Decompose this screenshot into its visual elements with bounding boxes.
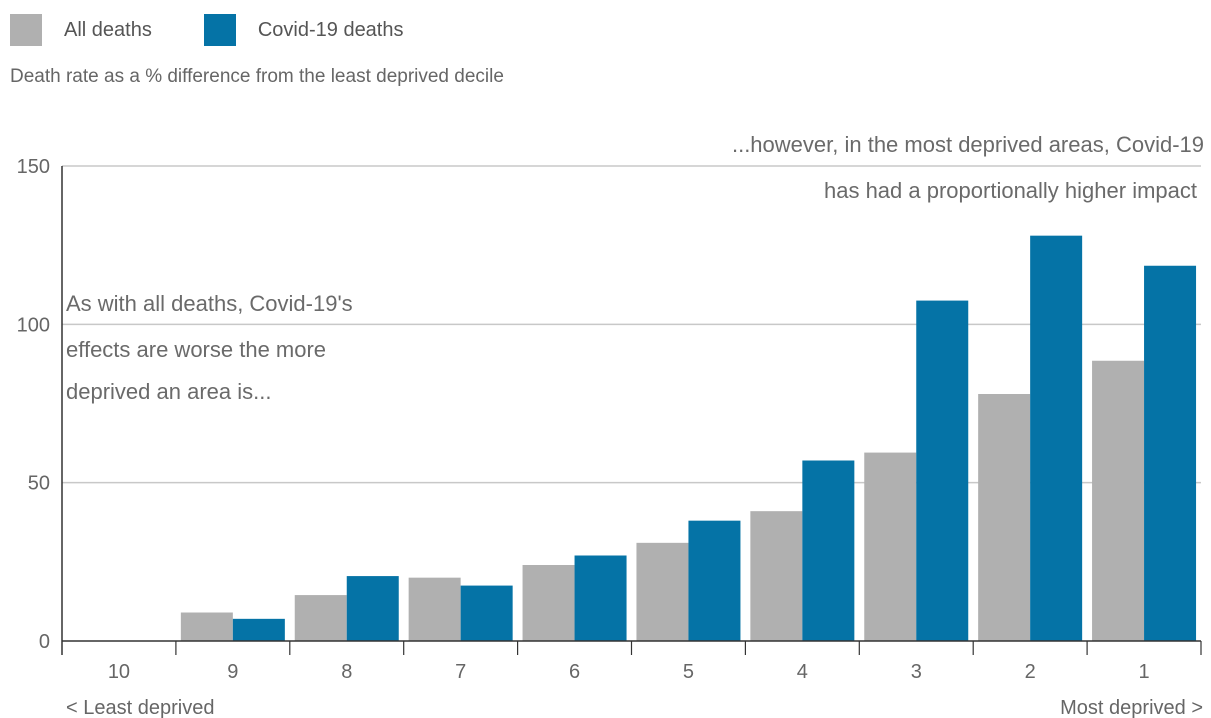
x-tick-label-10: 10 <box>108 661 130 683</box>
bar-all-deaths-decile-9 <box>180 612 233 641</box>
x-tick-label-9: 9 <box>227 661 238 683</box>
x-tick-label-8: 8 <box>341 661 352 683</box>
legend-item-covid-deaths: Covid-19 deaths <box>203 14 404 46</box>
bar-covid-deaths-decile-8 <box>346 576 399 641</box>
bar-all-deaths-decile-8 <box>294 595 347 641</box>
chart-subtitle: Death rate as a % difference from the le… <box>10 66 504 87</box>
x-tick-label-1: 1 <box>1138 661 1149 683</box>
legend: All deaths Covid-19 deaths <box>10 14 456 46</box>
x-tick-label-3: 3 <box>911 661 922 683</box>
annotation-right-line-2: has had a proportionally higher impact <box>824 178 1197 203</box>
legend-label-covid-deaths: Covid-19 deaths <box>257 18 404 41</box>
x-tick-label-7: 7 <box>455 661 466 683</box>
bar-all-deaths-decile-3 <box>864 452 917 641</box>
bar-all-deaths-decile-7 <box>408 577 461 641</box>
x-tick-label-6: 6 <box>569 661 580 683</box>
annotation-left-line-1: As with all deaths, Covid-19's <box>66 291 353 316</box>
annotation-right-line-1: ...however, in the most deprived areas, … <box>732 132 1204 157</box>
bars <box>180 235 1197 641</box>
bar-all-deaths-decile-1 <box>1092 360 1145 641</box>
annotation-left-line-3: deprived an area is... <box>66 379 271 404</box>
x-tick-label-4: 4 <box>797 661 808 683</box>
y-tick-label-50: 50 <box>28 473 50 495</box>
bar-all-deaths-decile-5 <box>636 542 689 641</box>
bar-covid-deaths-decile-7 <box>460 585 513 641</box>
bar-all-deaths-decile-4 <box>750 511 803 641</box>
annotation-left-line-2: effects are worse the more <box>66 337 326 362</box>
bar-covid-deaths-decile-9 <box>232 618 285 641</box>
bar-all-deaths-decile-2 <box>978 394 1031 641</box>
bar-covid-deaths-decile-5 <box>688 520 741 641</box>
tick-labels: 0 50 100 150 10 9 8 7 6 5 4 3 2 1 <box>17 156 1150 683</box>
x-extreme-left-label: < Least deprived <box>66 697 214 718</box>
bar-all-deaths-decile-6 <box>522 565 575 641</box>
bar-covid-deaths-decile-1 <box>1144 265 1197 641</box>
bar-covid-deaths-decile-2 <box>1030 235 1083 641</box>
legend-swatch-all-deaths <box>10 14 42 46</box>
annotations: As with all deaths, Covid-19's effects a… <box>66 132 1204 404</box>
bar-covid-deaths-decile-4 <box>802 460 855 641</box>
legend-swatch-covid-deaths <box>203 14 236 46</box>
x-tick-label-5: 5 <box>683 661 694 683</box>
legend-item-all-deaths: All deaths <box>10 14 152 46</box>
y-tick-label-0: 0 <box>39 631 50 653</box>
y-tick-label-150: 150 <box>17 156 50 178</box>
axes <box>61 166 1202 655</box>
legend-label-all-deaths: All deaths <box>64 18 152 41</box>
bar-covid-deaths-decile-3 <box>916 300 969 641</box>
x-tick-label-2: 2 <box>1025 661 1036 683</box>
x-extreme-right-label: Most deprived > <box>1060 697 1203 718</box>
bar-covid-deaths-decile-6 <box>574 555 627 641</box>
y-tick-label-100: 100 <box>17 314 50 336</box>
